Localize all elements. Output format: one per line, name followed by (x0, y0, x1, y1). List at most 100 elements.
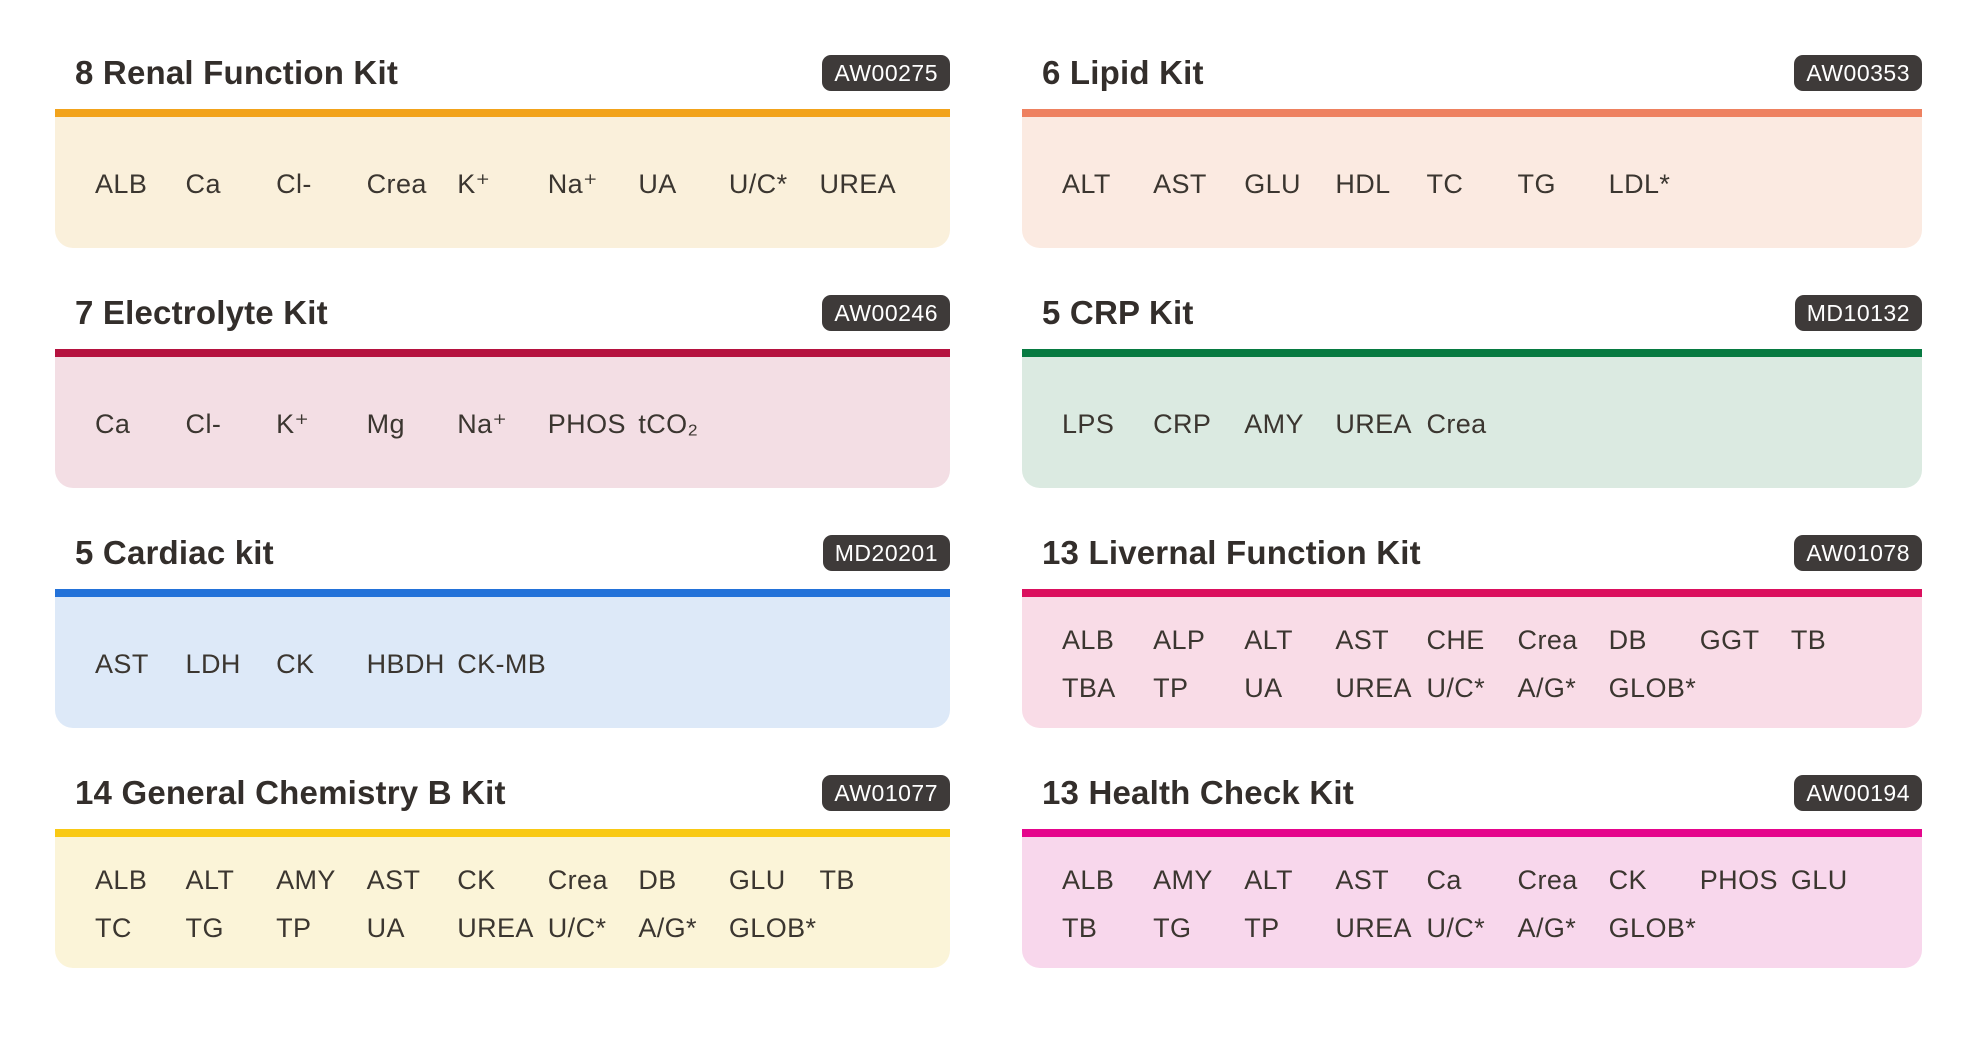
assay-item: HBDH (366, 649, 445, 679)
assay-item: A/G* (638, 913, 697, 943)
kit-card-header: 7 Electrolyte Kit AW00246 (55, 288, 950, 338)
assay-item: AST (366, 865, 421, 895)
kit-code-badge: AW00275 (822, 55, 950, 91)
assay-item: CK (1608, 865, 1647, 895)
assay-item: AST (1335, 625, 1390, 655)
kit-code-badge: AW01078 (1794, 535, 1922, 571)
assay-item: CHE (1426, 625, 1485, 655)
assay-item: TB (1790, 625, 1827, 655)
assay-item: ALB (1062, 625, 1115, 655)
assay-item: Ca (1426, 865, 1462, 895)
kit-card-header: 13 Livernal Function Kit AW01078 (1022, 528, 1922, 578)
assay-item: ALB (1062, 865, 1115, 895)
assay-item: AMY (1153, 865, 1213, 895)
assay-item: LDH (185, 649, 241, 679)
kit-assay-panel: ALB AMY ALT AST Ca Crea CK PHOS GLU TB TG TP UREA U/C… (1022, 837, 1922, 968)
kit-assay-panel: ALT AST GLU HDL TC TG LDL* (1022, 117, 1922, 248)
kit-accent-bar (55, 349, 950, 357)
kit-accent-bar (1022, 829, 1922, 837)
assay-item: ALP (1153, 625, 1206, 655)
kit-code-badge: AW00194 (1794, 775, 1922, 811)
assay-item: CK-MB (457, 649, 547, 679)
kit-card-header: 8 Renal Function Kit AW00275 (55, 48, 950, 98)
assay-item: TP (1153, 673, 1189, 703)
kit-code-badge: AW00353 (1794, 55, 1922, 91)
kit-assay-panel: AST LDH CK HBDH CK-MB (55, 597, 950, 728)
assay-item: UREA (457, 913, 534, 943)
assay-item: U/C* (1426, 673, 1486, 703)
kit-title: 13 Health Check Kit (1042, 774, 1354, 811)
kit-card-livernal-function: 13 Livernal Function Kit AW01078 ALB ALP A… (1022, 528, 1922, 728)
assay-item: K⁺ (457, 169, 491, 199)
kit-accent-bar (55, 589, 950, 597)
kit-accent-bar (55, 109, 950, 117)
assay-item: CK (457, 865, 496, 895)
assay-item: TP (1244, 913, 1280, 943)
assay-item: PHOS (1699, 865, 1778, 895)
kit-title: 6 Lipid Kit (1042, 54, 1204, 91)
assay-item: PHOS (547, 409, 626, 439)
assay-item: Ca (185, 169, 221, 199)
assay-item: Crea (1517, 625, 1578, 655)
assay-item: TC (95, 913, 132, 943)
kit-code-badge: AW00246 (822, 295, 950, 331)
kit-assay-panel: ALB ALP ALT AST CHE Crea DB GGT TB TBA TP UA UREA U/C… (1022, 597, 1922, 728)
kit-title: 8 Renal Function Kit (75, 54, 399, 91)
assay-item: LDL* (1608, 169, 1671, 199)
assay-item: UREA (1335, 409, 1412, 439)
kit-title: 14 General Chemistry B Kit (75, 774, 506, 811)
assay-item: TG (185, 913, 224, 943)
assay-item: HDL (1335, 169, 1391, 199)
assay-item: ALT (1244, 625, 1293, 655)
kit-assay-panel: LPS CRP AMY UREA Crea (1022, 357, 1922, 488)
assay-item: ALT (1062, 169, 1111, 199)
assay-item: U/C* (547, 913, 607, 943)
assay-item: TB (819, 865, 855, 895)
assay-item: GLOB* (728, 913, 817, 943)
assay-item: CK (276, 649, 315, 679)
kit-code-badge: MD20201 (822, 535, 950, 571)
kit-card-header: 13 Health Check Kit AW00194 (1022, 768, 1922, 818)
kit-title: 5 Cardiac kit (75, 534, 274, 571)
kit-code-badge: MD10132 (1794, 295, 1922, 331)
assay-item: TC (1426, 169, 1464, 199)
assay-item: AMY (276, 865, 336, 895)
kit-title: 13 Livernal Function Kit (1042, 534, 1421, 571)
assay-item: LPS (1062, 409, 1115, 439)
assay-item: UA (366, 913, 405, 943)
kit-card-general-chemistry-b: 14 General Chemistry B Kit AW01077 ALB AL… (55, 768, 950, 968)
kit-assay-panel: ALB Ca Cl- Crea K⁺ Na⁺ UA U/C* UREA (55, 117, 950, 248)
assay-item: tCO₂ (638, 409, 699, 439)
assay-item: A/G* (1517, 673, 1577, 703)
kit-accent-bar (1022, 589, 1922, 597)
assay-item: Crea (1426, 409, 1487, 439)
assay-item: GLOB* (1608, 673, 1697, 703)
kit-accent-bar (1022, 109, 1922, 117)
assay-item: ALT (1244, 865, 1293, 895)
kit-card-header: 5 Cardiac kit MD20201 (55, 528, 950, 578)
assay-item: Cl- (276, 169, 312, 199)
assay-item: CRP (1153, 409, 1212, 439)
assay-item: Mg (366, 409, 405, 439)
assay-item: Crea (1517, 865, 1578, 895)
assay-item: DB (638, 865, 677, 895)
assay-item: UA (638, 169, 677, 199)
assay-item: K⁺ (276, 409, 310, 439)
assay-item: Na⁺ (457, 409, 508, 439)
kit-card-health-check: 13 Health Check Kit AW00194 ALB AMY ALT AST… (1022, 768, 1922, 968)
assay-item: GLOB* (1608, 913, 1697, 943)
assay-item: AST (1153, 169, 1207, 199)
assay-item: TP (276, 913, 312, 943)
kit-assay-panel: Ca Cl- K⁺ Mg Na⁺ PHOS tCO₂ (55, 357, 950, 488)
kit-card-cardiac: 5 Cardiac kit MD20201 AST LDH CK HBDH CK-MB (55, 528, 950, 728)
kit-grid: 8 Renal Function Kit AW00275 ALB Ca Cl- Cre… (55, 48, 1922, 968)
assay-item: A/G* (1517, 913, 1577, 943)
assay-item: UREA (1335, 913, 1412, 943)
assay-item: ALB (95, 169, 148, 199)
kit-card-header: 5 CRP Kit MD10132 (1022, 288, 1922, 338)
kit-accent-bar (55, 829, 950, 837)
kit-card-renal-function: 8 Renal Function Kit AW00275 ALB Ca Cl- Cre… (55, 48, 950, 248)
assay-item: Cl- (185, 409, 222, 439)
kit-title: 7 Electrolyte Kit (75, 294, 328, 331)
